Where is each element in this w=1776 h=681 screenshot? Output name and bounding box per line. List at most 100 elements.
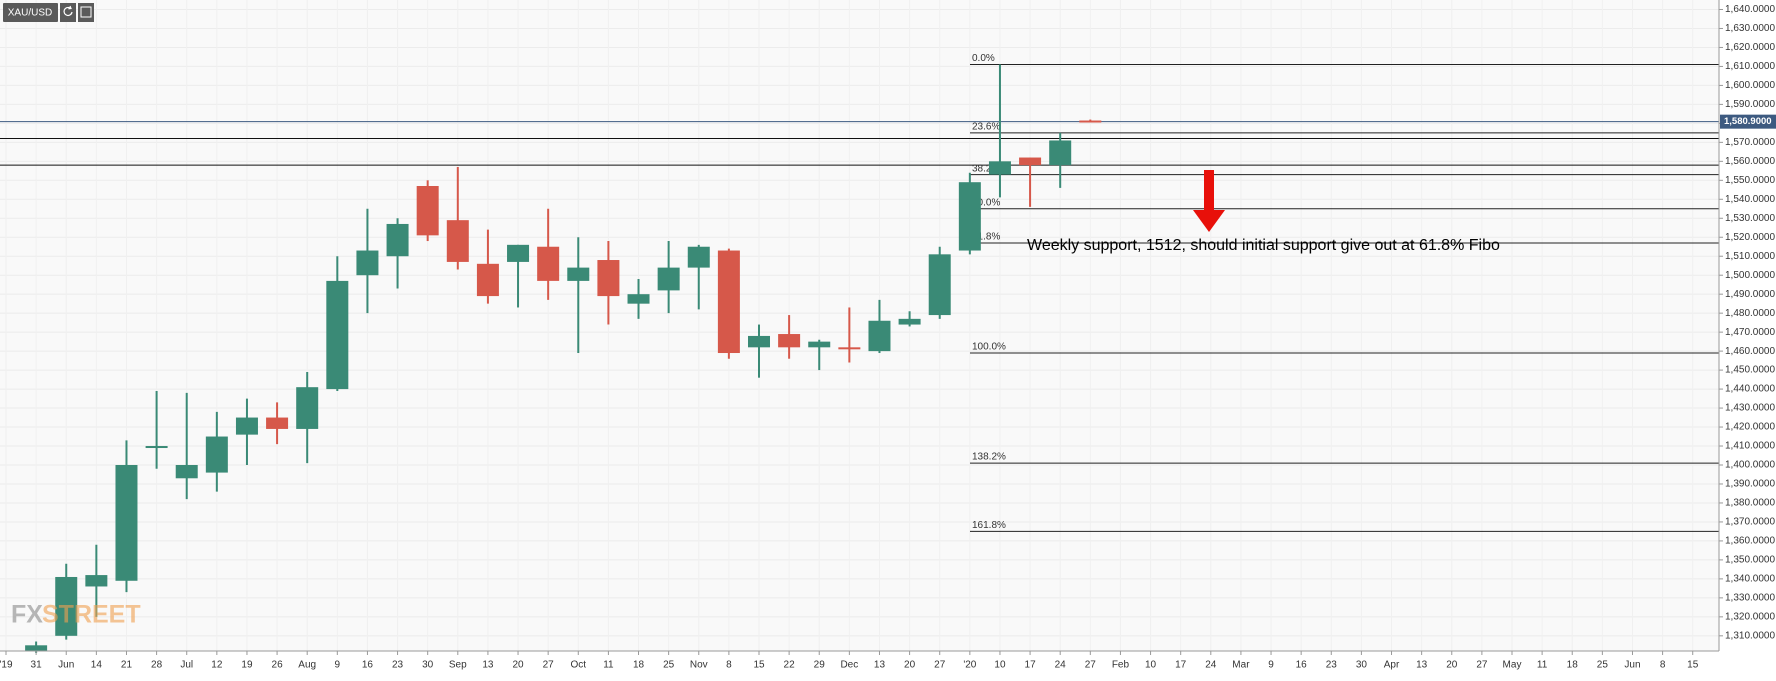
fib-label: 0.0% bbox=[972, 53, 995, 64]
fib-label: 38.2% bbox=[972, 163, 1000, 174]
x-tick-label: Jun bbox=[1624, 660, 1640, 671]
candle-body bbox=[1049, 140, 1072, 166]
candle-body bbox=[25, 645, 48, 651]
candle-body bbox=[296, 387, 319, 429]
x-tick-label: 11 bbox=[603, 660, 614, 671]
y-tick-label: 1,530.0000 bbox=[1725, 213, 1775, 224]
x-tick-label: 27 bbox=[1476, 660, 1488, 671]
y-tick-label: 1,330.0000 bbox=[1725, 592, 1775, 603]
x-tick-label: 20 bbox=[512, 660, 524, 671]
candle-body bbox=[868, 320, 891, 352]
candle-body bbox=[386, 223, 409, 257]
marks: 0.0% 23.6% 38.2% 50.0% 61.8% 100.0% 138.2% 161.… bbox=[0, 53, 1719, 653]
x-tick-label: 27 bbox=[1085, 660, 1097, 671]
x-tick-label: 24 bbox=[1205, 660, 1217, 671]
x-tick-label: 23 bbox=[392, 660, 404, 671]
x-tick-label: 25 bbox=[1597, 660, 1609, 671]
x-tick-label: '19 bbox=[0, 660, 13, 671]
y-tick-label: 1,360.0000 bbox=[1725, 536, 1775, 547]
y-tick-label: 1,400.0000 bbox=[1725, 460, 1775, 471]
x-tick-label: 16 bbox=[1296, 660, 1308, 671]
y-tick-label: 1,600.0000 bbox=[1725, 80, 1775, 91]
calendar-icon bbox=[80, 6, 92, 18]
candle-body bbox=[85, 575, 108, 587]
candle-body bbox=[266, 417, 289, 429]
candle-body bbox=[928, 254, 951, 316]
y-tick-label: 1,520.0000 bbox=[1725, 232, 1775, 243]
x-tick-label: May bbox=[1503, 660, 1522, 671]
last-price-box bbox=[1720, 114, 1776, 129]
x-tick-label: Nov bbox=[690, 660, 708, 671]
x-tick-label: 15 bbox=[753, 660, 765, 671]
candle-body bbox=[326, 280, 349, 390]
y-tick-label: 1,610.0000 bbox=[1725, 61, 1775, 72]
x-tick-label: 25 bbox=[663, 660, 675, 671]
x-tick-label: 29 bbox=[814, 660, 826, 671]
x-tick-label: 17 bbox=[1025, 660, 1037, 671]
y-tick-label: 1,410.0000 bbox=[1725, 441, 1775, 452]
x-tick-label: 10 bbox=[994, 660, 1006, 671]
x-tick-label: Dec bbox=[840, 660, 858, 671]
x-tick-label: 12 bbox=[211, 660, 223, 671]
y-tick-label: 1,560.0000 bbox=[1725, 156, 1775, 167]
x-tick-label: 17 bbox=[1175, 660, 1187, 671]
x-tick-label: 27 bbox=[543, 660, 555, 671]
refresh-button[interactable] bbox=[60, 3, 76, 22]
x-tick-label: 23 bbox=[1326, 660, 1338, 671]
x-tick-label: Aug bbox=[298, 660, 316, 671]
y-tick-label: 1,340.0000 bbox=[1725, 574, 1775, 585]
x-tick-label: 11 bbox=[1537, 660, 1548, 671]
x-tick-label: 26 bbox=[272, 660, 284, 671]
candle-body bbox=[778, 334, 801, 348]
candle-body bbox=[988, 161, 1011, 175]
candle-body bbox=[446, 220, 469, 262]
candle-body bbox=[205, 436, 228, 473]
candle-body bbox=[657, 267, 680, 291]
x-tick-label: 20 bbox=[1446, 660, 1458, 671]
x-tick-label: 15 bbox=[1687, 660, 1699, 671]
calendar-button[interactable] bbox=[78, 3, 94, 22]
x-tick-label: 13 bbox=[874, 660, 886, 671]
candle-body bbox=[717, 250, 740, 354]
y-tick-label: 1,550.0000 bbox=[1725, 175, 1775, 186]
fib-label: 161.8% bbox=[972, 520, 1006, 531]
y-tick-label: 1,570.0000 bbox=[1725, 137, 1775, 148]
y-tick-label: 1,480.0000 bbox=[1725, 308, 1775, 319]
x-tick-label: 24 bbox=[1055, 660, 1067, 671]
candle-body bbox=[55, 576, 78, 636]
x-tick-label: 18 bbox=[1567, 660, 1579, 671]
x-tick-label: 8 bbox=[726, 660, 732, 671]
x-tick-label: Apr bbox=[1384, 660, 1400, 671]
x-tick-label: 9 bbox=[1268, 660, 1274, 671]
candle-body bbox=[687, 246, 710, 268]
candle-body bbox=[748, 335, 770, 348]
y-tick-label: 1,370.0000 bbox=[1725, 517, 1775, 528]
x-tick-label: 18 bbox=[633, 660, 645, 671]
x-tick-label: Jun bbox=[58, 660, 74, 671]
y-tick-label: 1,640.0000 bbox=[1725, 4, 1775, 15]
candle-body bbox=[808, 341, 831, 348]
x-tick-label: 22 bbox=[784, 660, 796, 671]
candle-body bbox=[567, 267, 590, 281]
x-tick-label: 21 bbox=[121, 660, 133, 671]
symbol-button[interactable] bbox=[3, 3, 58, 22]
candle-body bbox=[1079, 120, 1102, 123]
candle-body bbox=[958, 182, 981, 251]
x-tick-label: 14 bbox=[91, 660, 103, 671]
fib-label: 138.2% bbox=[972, 452, 1006, 463]
y-tick-label: 1,540.0000 bbox=[1725, 194, 1775, 205]
y-tick-label: 1,470.0000 bbox=[1725, 327, 1775, 338]
arrow-head bbox=[1193, 210, 1225, 232]
x-tick-label: 10 bbox=[1145, 660, 1157, 671]
candle-body bbox=[627, 294, 650, 304]
candle-body bbox=[356, 250, 379, 276]
y-tick-label: 1,510.0000 bbox=[1725, 251, 1775, 262]
y-tick-label: 1,500.0000 bbox=[1725, 270, 1775, 281]
x-tick-label: 28 bbox=[151, 660, 163, 671]
fib-label: 50.0% bbox=[972, 197, 1000, 208]
y-tick-label: 1,590.0000 bbox=[1725, 99, 1775, 110]
candle-body bbox=[838, 347, 861, 350]
x-tick-label: Mar bbox=[1232, 660, 1250, 671]
x-tick-label: Oct bbox=[570, 660, 586, 671]
